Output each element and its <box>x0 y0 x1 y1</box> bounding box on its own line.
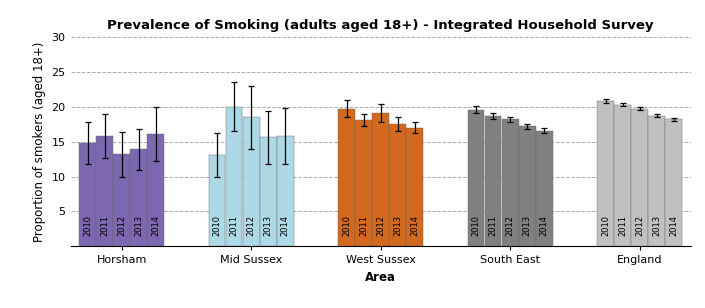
Bar <box>97 136 113 246</box>
Text: 2014: 2014 <box>669 215 678 236</box>
Bar <box>666 119 682 246</box>
Text: 2012: 2012 <box>635 215 644 236</box>
Text: 2011: 2011 <box>100 215 109 236</box>
Bar <box>649 116 665 246</box>
Text: 2011: 2011 <box>230 215 238 236</box>
Bar <box>485 116 501 246</box>
Bar <box>502 119 519 246</box>
Text: 2013: 2013 <box>393 215 403 236</box>
Y-axis label: Proportion of smokers (aged 18+): Proportion of smokers (aged 18+) <box>33 42 46 242</box>
Text: 2012: 2012 <box>247 215 256 236</box>
Bar <box>355 120 372 246</box>
Text: 2012: 2012 <box>376 215 385 236</box>
Bar <box>614 105 631 246</box>
Bar <box>243 117 259 246</box>
Bar <box>226 107 243 246</box>
Bar <box>389 124 406 246</box>
Text: 2011: 2011 <box>359 215 368 236</box>
Text: 2013: 2013 <box>264 215 273 236</box>
Bar <box>338 109 355 246</box>
Bar <box>519 126 536 246</box>
Text: 2010: 2010 <box>472 215 481 236</box>
Bar <box>597 101 614 246</box>
X-axis label: Area: Area <box>365 271 396 284</box>
Text: 2011: 2011 <box>489 215 498 236</box>
Title: Prevalence of Smoking (adults aged 18+) - Integrated Household Survey: Prevalence of Smoking (adults aged 18+) … <box>107 18 654 32</box>
Text: 2013: 2013 <box>523 215 532 236</box>
Bar <box>277 136 294 246</box>
Bar <box>209 155 226 246</box>
Text: 2014: 2014 <box>410 215 419 236</box>
Text: 2013: 2013 <box>134 215 143 236</box>
Text: 2014: 2014 <box>281 215 290 236</box>
Text: 2012: 2012 <box>117 215 126 236</box>
Bar <box>372 113 389 246</box>
Text: 2014: 2014 <box>152 215 160 236</box>
Text: 2010: 2010 <box>213 215 221 236</box>
Text: 2014: 2014 <box>540 215 548 236</box>
Text: 2011: 2011 <box>618 215 627 236</box>
Bar <box>147 134 164 246</box>
Bar <box>260 137 276 246</box>
Bar <box>632 109 648 246</box>
Bar <box>114 154 130 246</box>
Text: 2010: 2010 <box>342 215 351 236</box>
Bar <box>407 128 423 246</box>
Text: 2010: 2010 <box>601 215 610 236</box>
Bar <box>79 143 96 246</box>
Text: 2013: 2013 <box>652 215 661 236</box>
Bar <box>130 149 147 246</box>
Text: 2012: 2012 <box>505 215 515 236</box>
Bar <box>536 131 553 246</box>
Bar <box>467 110 484 246</box>
Text: 2010: 2010 <box>83 215 92 236</box>
